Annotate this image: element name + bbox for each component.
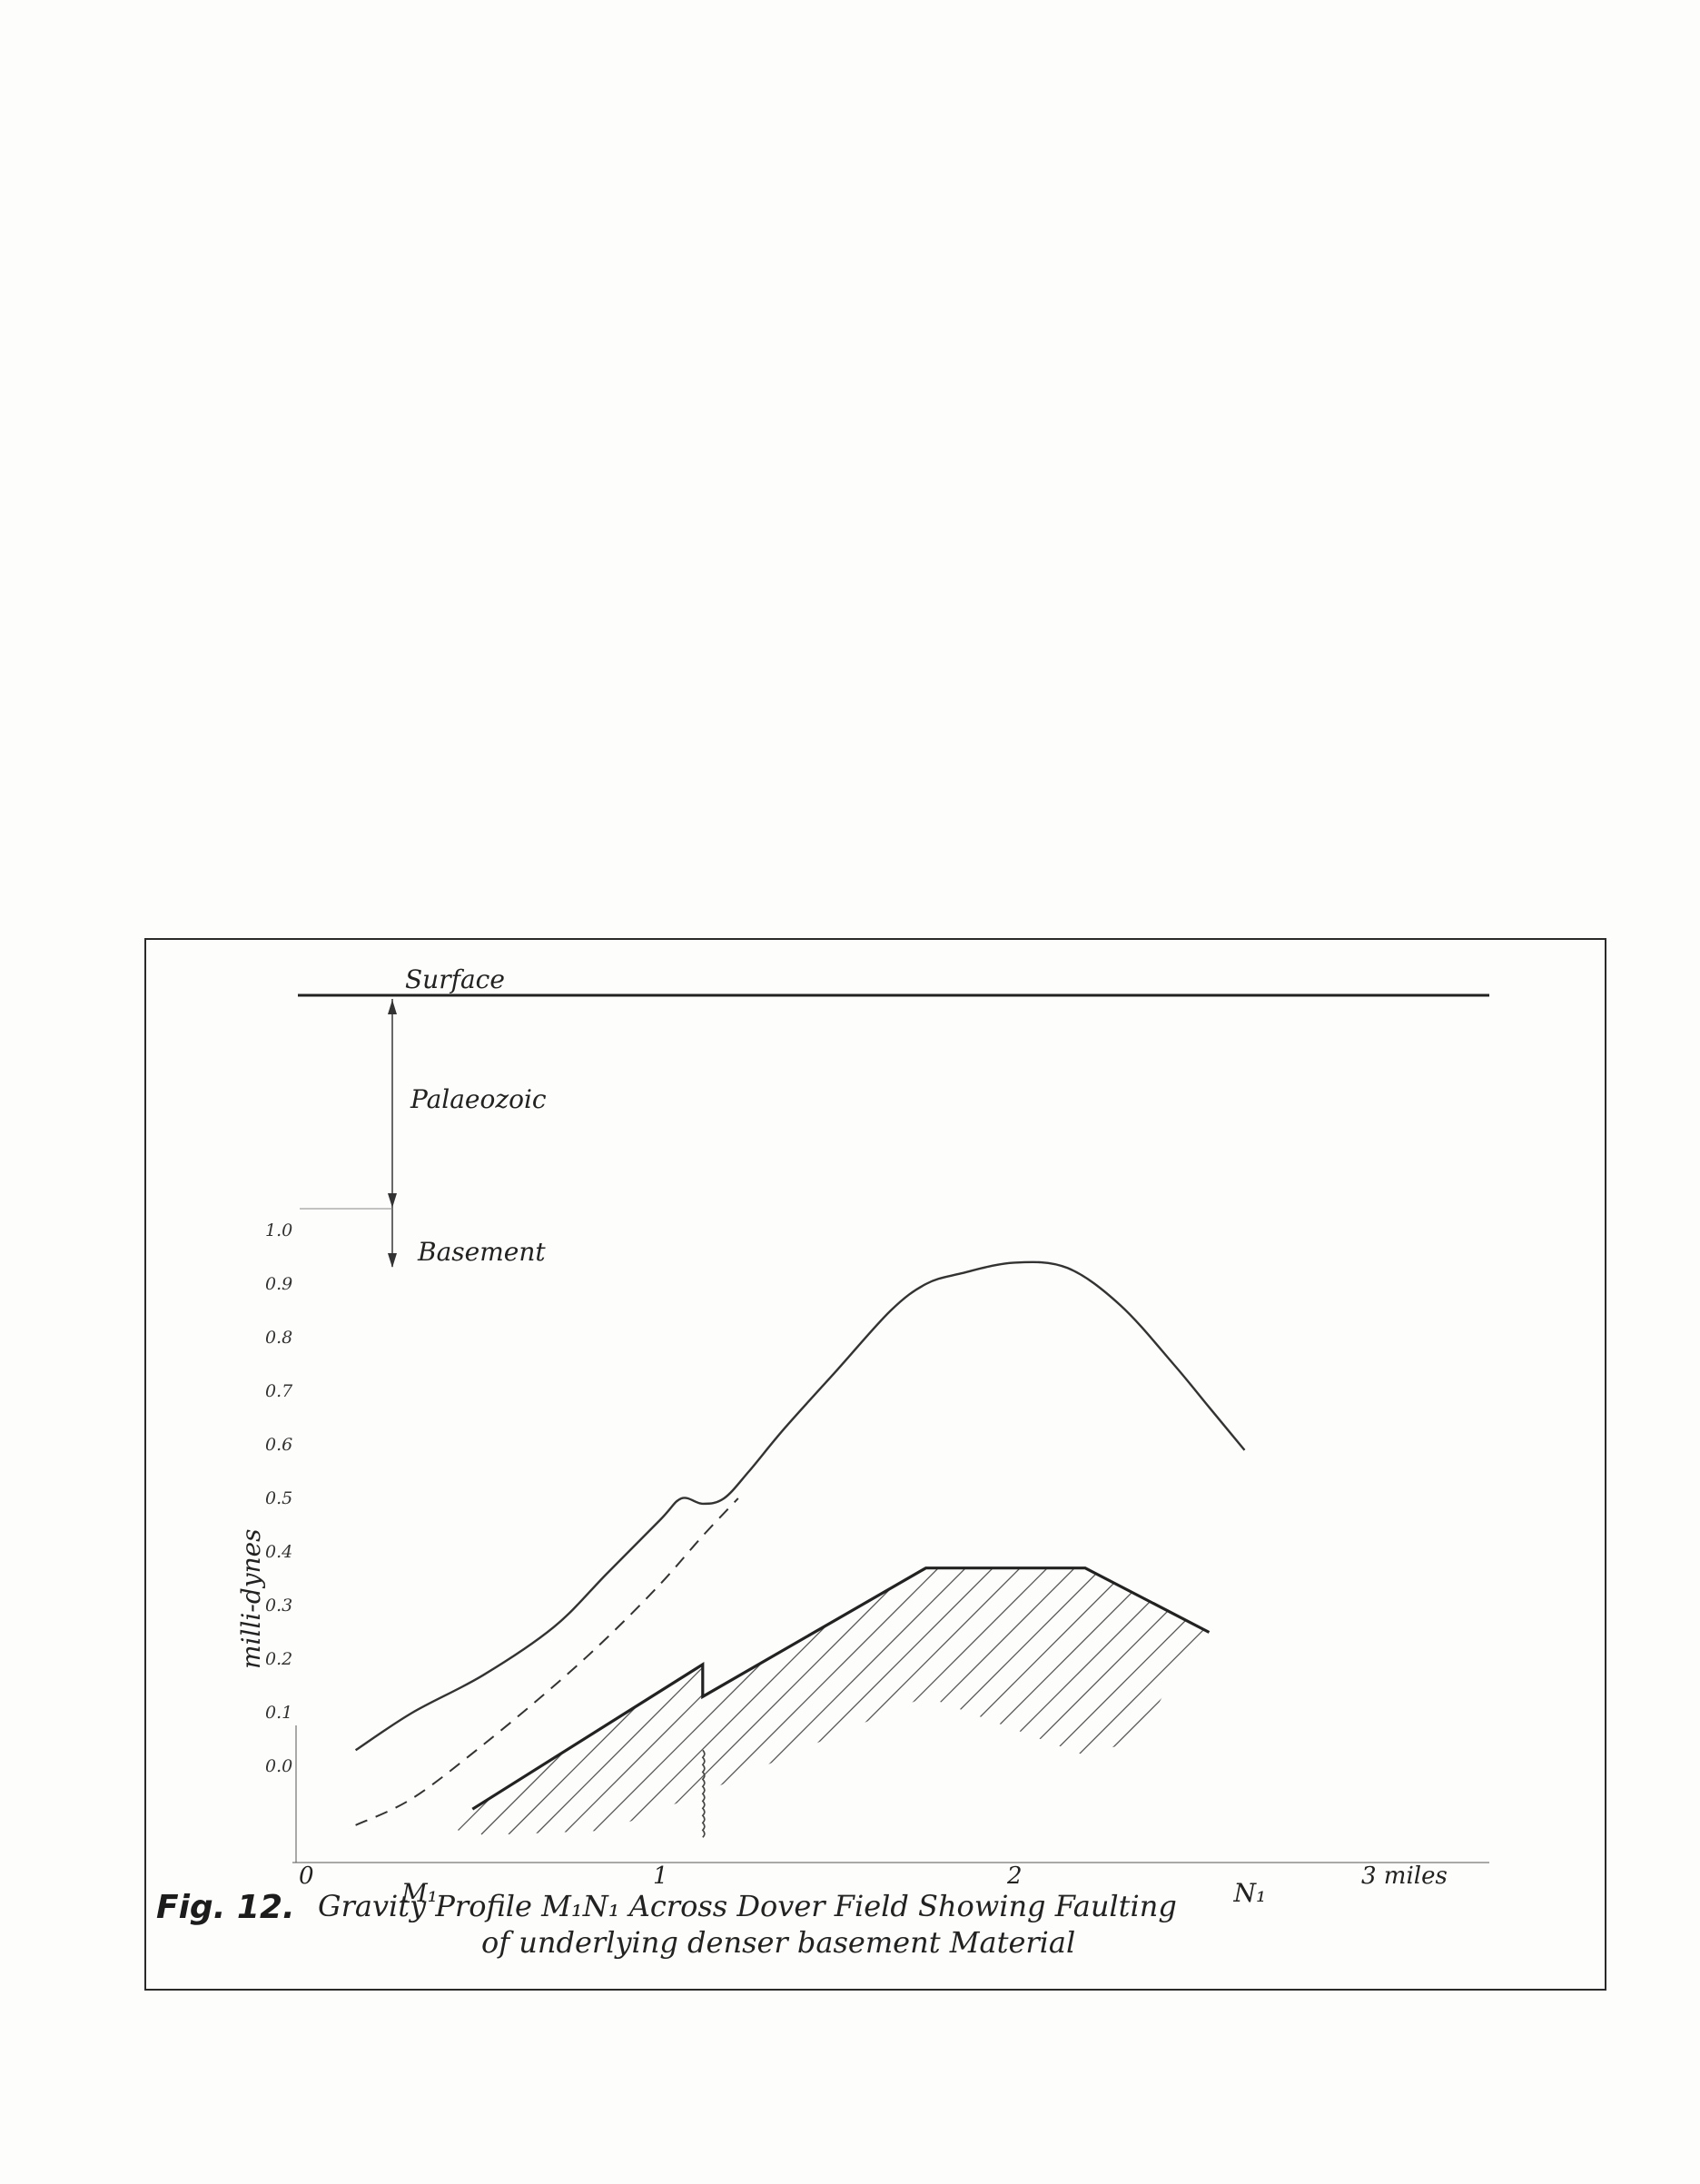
hatch-line bbox=[1353, 1544, 1644, 1834]
hatch-line bbox=[1134, 1567, 1210, 1835]
hatch-line bbox=[154, 1544, 445, 1834]
hatch-line bbox=[1271, 1544, 1562, 1834]
hatch-line bbox=[1517, 1544, 1700, 1834]
hatch-line bbox=[698, 1567, 991, 1835]
x-tick-label: 2 bbox=[1006, 1863, 1023, 1890]
hatch-line bbox=[944, 1567, 1210, 1835]
hatch-line bbox=[835, 1567, 1127, 1835]
fault-wavy-line bbox=[701, 1749, 706, 1838]
hatch-line bbox=[508, 1567, 800, 1835]
y-tick-labels: 0.0 0.1 0.2 0.3 0.4 0.5 0.6 0.7 0.8 0.9 1.0 bbox=[265, 1220, 293, 1776]
palaeozoic-arrow-up-head bbox=[388, 1000, 397, 1014]
hatch-line bbox=[1189, 1567, 1210, 1835]
basement-arrow-down-head bbox=[388, 1253, 397, 1268]
profile-endpoint-markers: M₁ N₁ bbox=[400, 1878, 1266, 1908]
hatch-line bbox=[480, 1567, 773, 1835]
hatch-line bbox=[916, 1567, 1209, 1835]
hatch-line bbox=[1489, 1544, 1700, 1834]
hatch-line bbox=[1217, 1544, 1507, 1834]
y-tick-label: 0.5 bbox=[265, 1488, 292, 1508]
y-tick-label: 0.3 bbox=[265, 1596, 292, 1616]
hatch-line bbox=[1244, 1544, 1535, 1834]
hatch-line bbox=[998, 1567, 1210, 1835]
hatch-line bbox=[454, 1567, 691, 1835]
hatch-line bbox=[454, 1567, 637, 1835]
hatch-line bbox=[1435, 1544, 1700, 1834]
hatch-line bbox=[454, 1567, 528, 1835]
y-tick-label: 1.0 bbox=[265, 1220, 292, 1240]
hatch-line bbox=[454, 1567, 746, 1835]
x-tick-label: 0 bbox=[299, 1863, 314, 1890]
palaeozoic-label: Palaeozoic bbox=[410, 1084, 547, 1114]
palaeozoic-arrow-down-head bbox=[388, 1193, 397, 1208]
hatch-line bbox=[562, 1567, 855, 1835]
hatch-line bbox=[1653, 1544, 1700, 1834]
hatch-line bbox=[535, 1567, 827, 1835]
hatch-line bbox=[1544, 1544, 1700, 1834]
x-tick-labels: 0 1 2 3 miles bbox=[299, 1863, 1448, 1890]
y-tick-label: 0.8 bbox=[265, 1328, 292, 1348]
y-tick-label: 0.6 bbox=[265, 1435, 292, 1455]
hatch-line bbox=[862, 1567, 1154, 1835]
y-axis-label: milli-dynes bbox=[236, 1528, 266, 1669]
hatch-line bbox=[971, 1567, 1210, 1835]
hatch-line bbox=[1053, 1567, 1210, 1835]
hatch-line bbox=[127, 1544, 418, 1834]
hatch-line bbox=[1626, 1544, 1700, 1834]
y-tick-label: 0.2 bbox=[265, 1649, 292, 1669]
gravity-curve-observed bbox=[354, 1260, 1246, 1752]
y-tick-label: 0.4 bbox=[265, 1542, 292, 1562]
hatch-line bbox=[1299, 1544, 1589, 1834]
y-tick-label: 0.1 bbox=[265, 1703, 292, 1723]
basement-outline bbox=[471, 1566, 1211, 1811]
hatch-line bbox=[726, 1567, 1018, 1835]
hatch-line bbox=[889, 1567, 1181, 1835]
hatch-line bbox=[1408, 1544, 1698, 1834]
caption-fig-number: Fig. 12. bbox=[156, 1889, 295, 1926]
gravity-series bbox=[354, 1260, 1246, 1826]
hatch-line bbox=[1326, 1544, 1616, 1834]
hatch-line bbox=[1571, 1544, 1700, 1834]
hatch-line bbox=[644, 1567, 936, 1835]
hatch-line bbox=[454, 1567, 582, 1835]
hatch-line bbox=[73, 1544, 363, 1834]
hatch-line bbox=[454, 1567, 473, 1835]
marker-m1: M₁ bbox=[400, 1878, 438, 1908]
hatch-line bbox=[1598, 1544, 1700, 1834]
hatch-line bbox=[1025, 1567, 1210, 1835]
hatch-line bbox=[454, 1567, 718, 1835]
surface-label: Surface bbox=[405, 964, 505, 994]
hatch-line bbox=[589, 1567, 882, 1835]
hatch-line bbox=[454, 1567, 555, 1835]
hatch-line bbox=[807, 1567, 1100, 1835]
hatch-line bbox=[1107, 1567, 1210, 1835]
hatch-line bbox=[1161, 1567, 1210, 1835]
caption-line-1: Gravity Profile M₁N₁ Across Dover Field … bbox=[318, 1889, 1177, 1923]
gravity-curve-dashed bbox=[355, 1497, 739, 1826]
basement-label: Basement bbox=[417, 1237, 546, 1267]
hatch-line bbox=[454, 1567, 664, 1835]
figure-frame bbox=[144, 938, 1606, 1991]
y-tick-label: 0.7 bbox=[265, 1381, 293, 1401]
x-tick-label: 3 miles bbox=[1361, 1863, 1448, 1890]
caption-line-2: of underlying denser basement Material bbox=[481, 1925, 1075, 1960]
x-tick-label: 1 bbox=[653, 1863, 668, 1890]
hatch-line bbox=[1680, 1544, 1700, 1834]
y-tick-label: 0.9 bbox=[265, 1274, 292, 1294]
basement-hatching bbox=[73, 1544, 1700, 1835]
basement-outline-layer bbox=[471, 1566, 1211, 1811]
hatch-line bbox=[454, 1567, 609, 1835]
hatch-line bbox=[1462, 1544, 1700, 1834]
y-tick-label: 0.0 bbox=[265, 1756, 292, 1776]
marker-n1: N₁ bbox=[1233, 1878, 1267, 1908]
hatch-line bbox=[780, 1567, 1072, 1835]
hatch-line bbox=[1380, 1544, 1671, 1834]
hatch-line bbox=[753, 1567, 1045, 1835]
